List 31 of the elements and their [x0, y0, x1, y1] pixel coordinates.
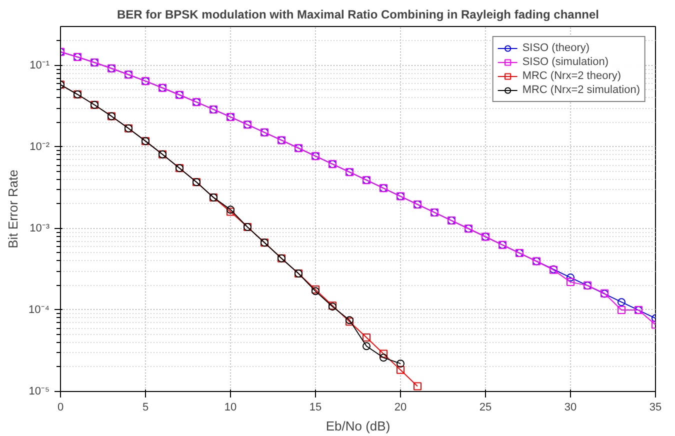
x-tick-label: 35 [649, 402, 662, 414]
y-tick-label: 10⁻⁴ [28, 304, 50, 316]
y-tick-label: 10⁻² [30, 140, 50, 153]
point [380, 350, 388, 358]
y-tick-label: 10⁻⁵ [28, 386, 50, 398]
y-tick-label: 10⁻³ [30, 222, 50, 234]
x-tick-label: 20 [394, 402, 407, 414]
point [618, 298, 626, 306]
x-tick-label: 5 [142, 402, 149, 414]
point [566, 274, 574, 282]
y-tick-label: 10⁻¹ [30, 59, 50, 72]
x-axis-title: Eb/No (dB) [326, 418, 390, 434]
point [362, 333, 370, 342]
legend-label: MRC (Nrx=2 simulation) [522, 83, 640, 97]
point [618, 306, 626, 314]
chart-title: BER for BPSK modulation with Maximal Ratio Combining in Rayleigh fading channel [116, 8, 600, 22]
x-tick-label: 25 [479, 402, 492, 414]
legend-label: SISO (simulation) [522, 55, 609, 69]
point [396, 366, 404, 374]
x-tick-label: 15 [309, 402, 322, 414]
point [362, 342, 370, 350]
legend-label: MRC (Nrx=2 theory) [522, 69, 622, 83]
legend-label: SISO (theory) [522, 41, 590, 55]
point [566, 278, 574, 286]
point [396, 360, 404, 368]
x-tick-label: 10 [224, 402, 237, 414]
x-tick-label: 30 [564, 402, 577, 414]
x-tick-label: 0 [57, 402, 64, 414]
y-axis-title: Bit Error Rate [6, 170, 21, 248]
point [414, 382, 422, 390]
point [380, 354, 388, 362]
